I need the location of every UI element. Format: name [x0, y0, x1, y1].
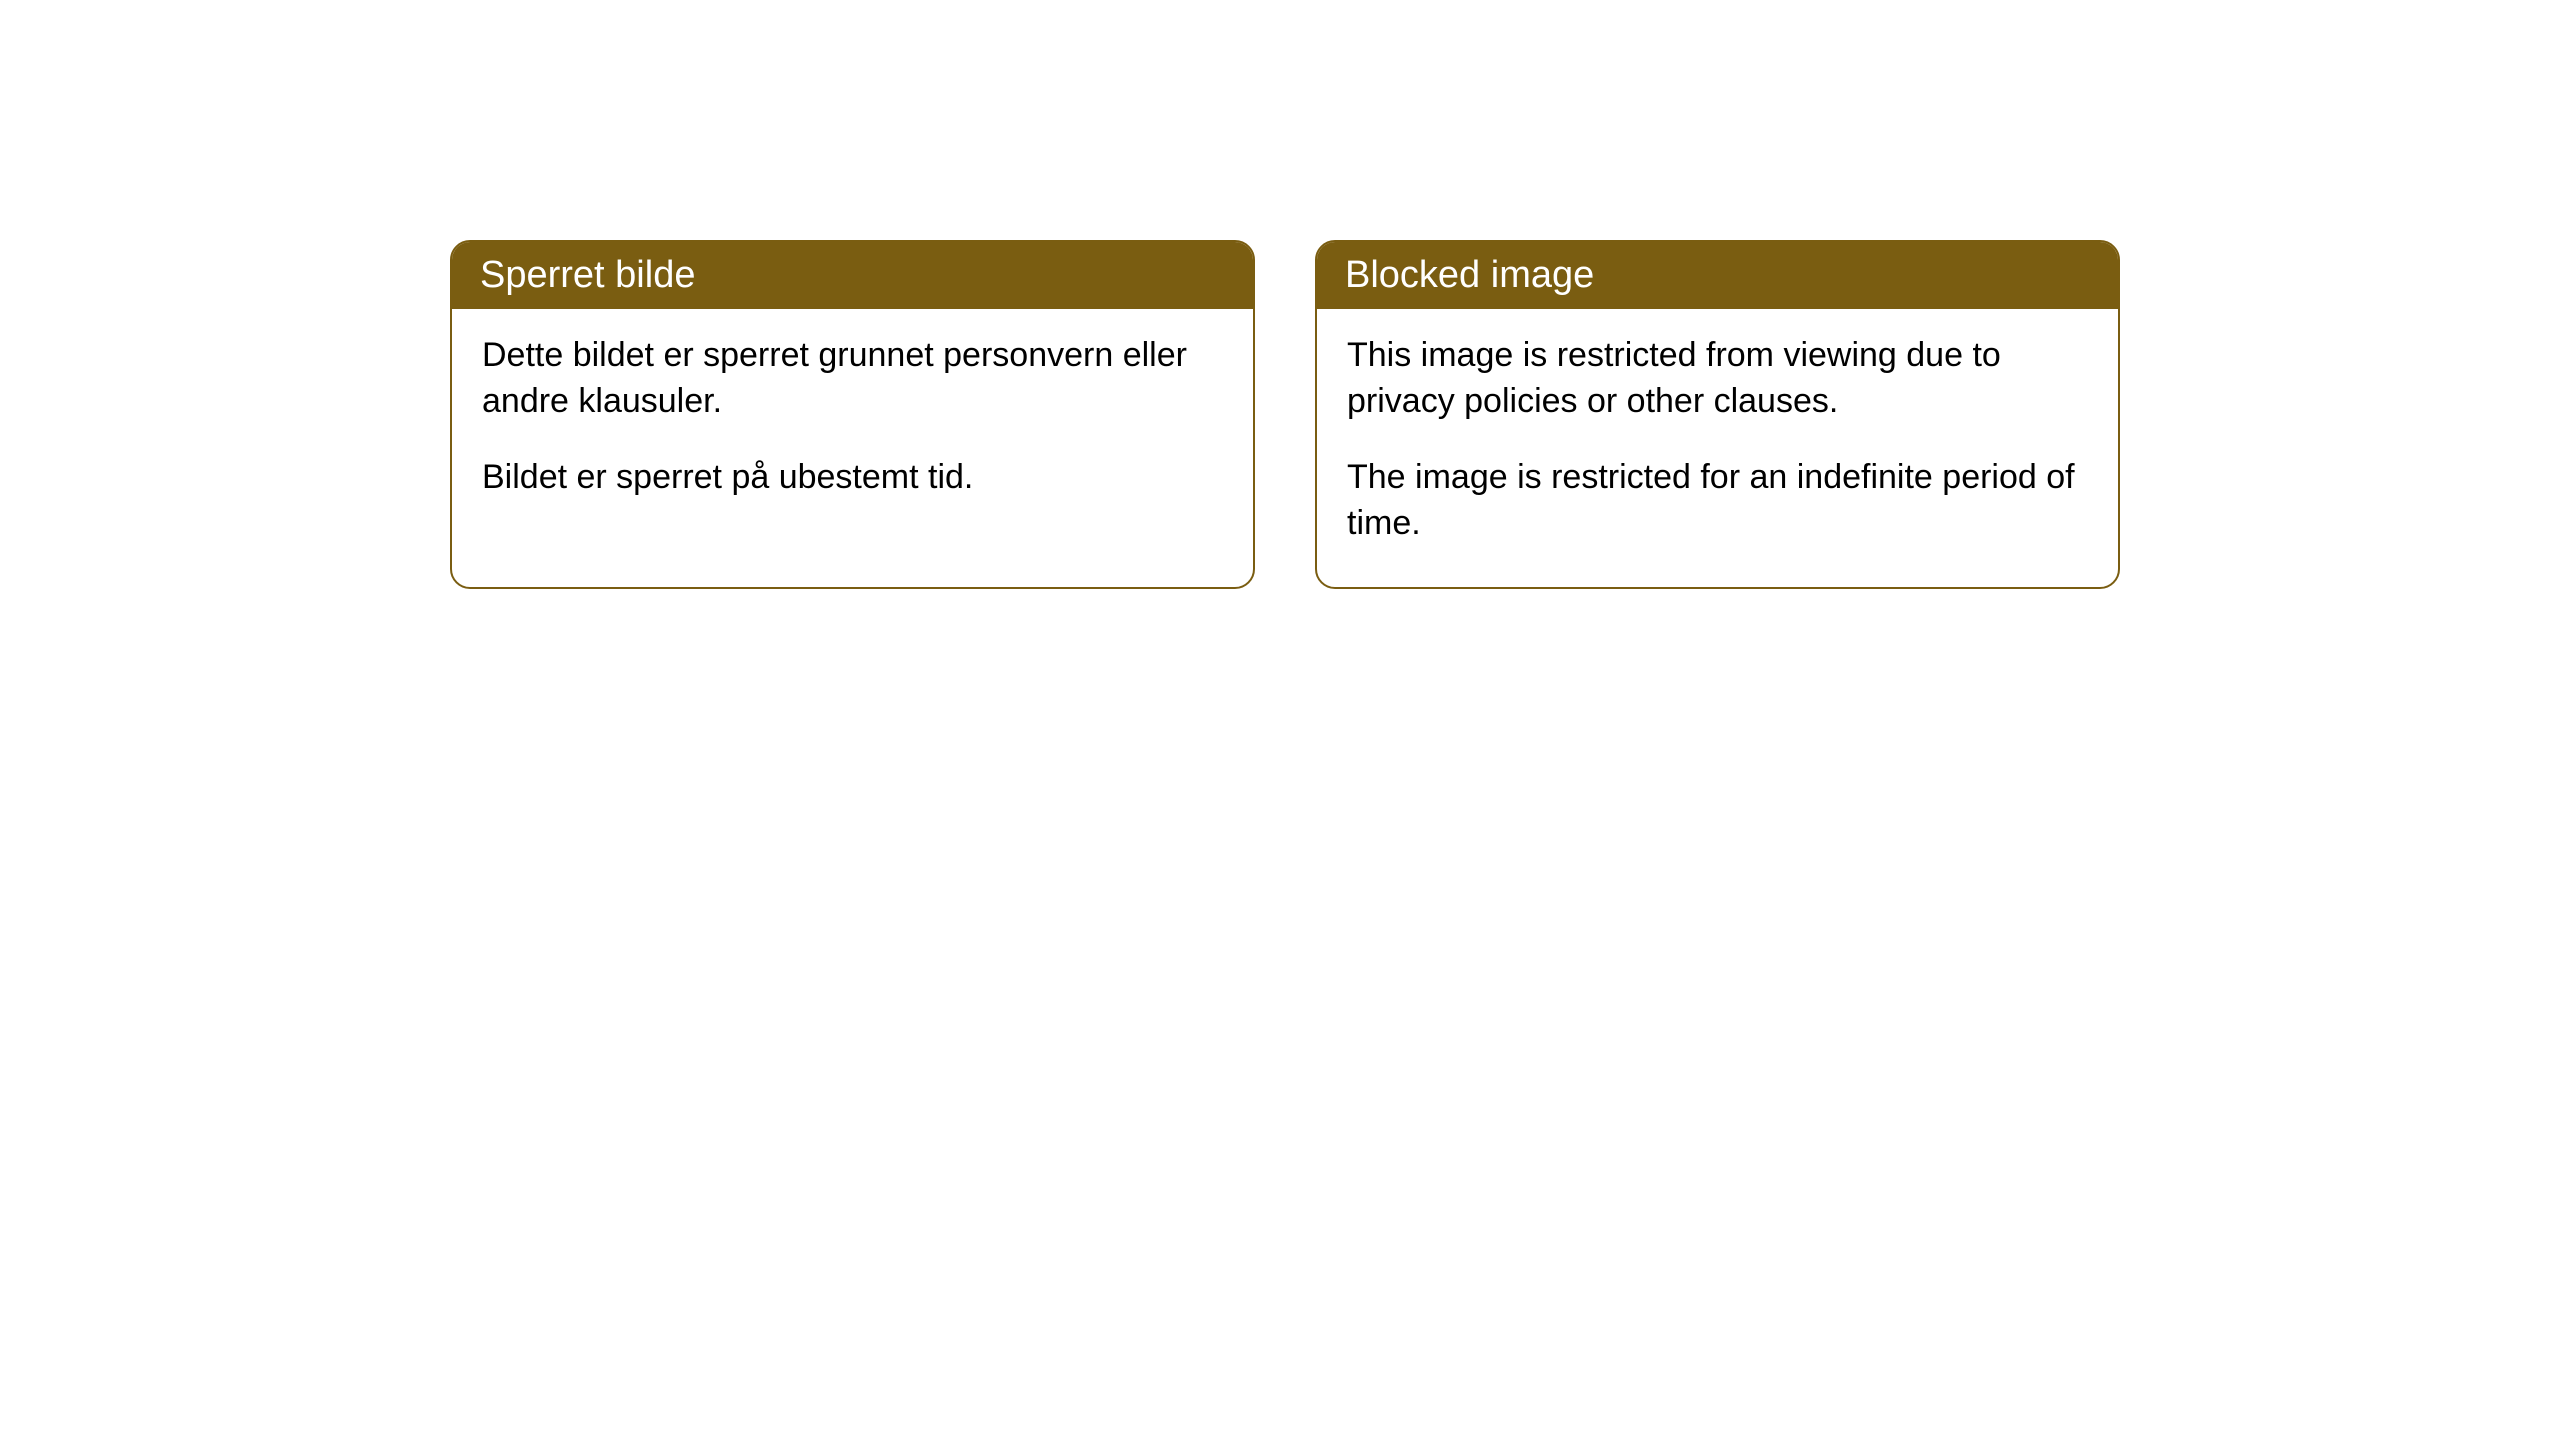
- card-paragraph-2-english: The image is restricted for an indefinit…: [1347, 455, 2088, 547]
- card-paragraph-2-norwegian: Bildet er sperret på ubestemt tid.: [482, 455, 1223, 501]
- card-body-english: This image is restricted from viewing du…: [1317, 309, 2118, 587]
- card-header-english: Blocked image: [1317, 242, 2118, 309]
- card-body-norwegian: Dette bildet er sperret grunnet personve…: [452, 309, 1253, 541]
- card-paragraph-1-norwegian: Dette bildet er sperret grunnet personve…: [482, 333, 1223, 425]
- card-paragraph-1-english: This image is restricted from viewing du…: [1347, 333, 2088, 425]
- notice-card-norwegian: Sperret bilde Dette bildet er sperret gr…: [450, 240, 1255, 589]
- card-title-english: Blocked image: [1345, 254, 1594, 296]
- card-title-norwegian: Sperret bilde: [480, 254, 695, 296]
- notice-card-english: Blocked image This image is restricted f…: [1315, 240, 2120, 589]
- notice-cards-container: Sperret bilde Dette bildet er sperret gr…: [450, 240, 2120, 589]
- card-header-norwegian: Sperret bilde: [452, 242, 1253, 309]
